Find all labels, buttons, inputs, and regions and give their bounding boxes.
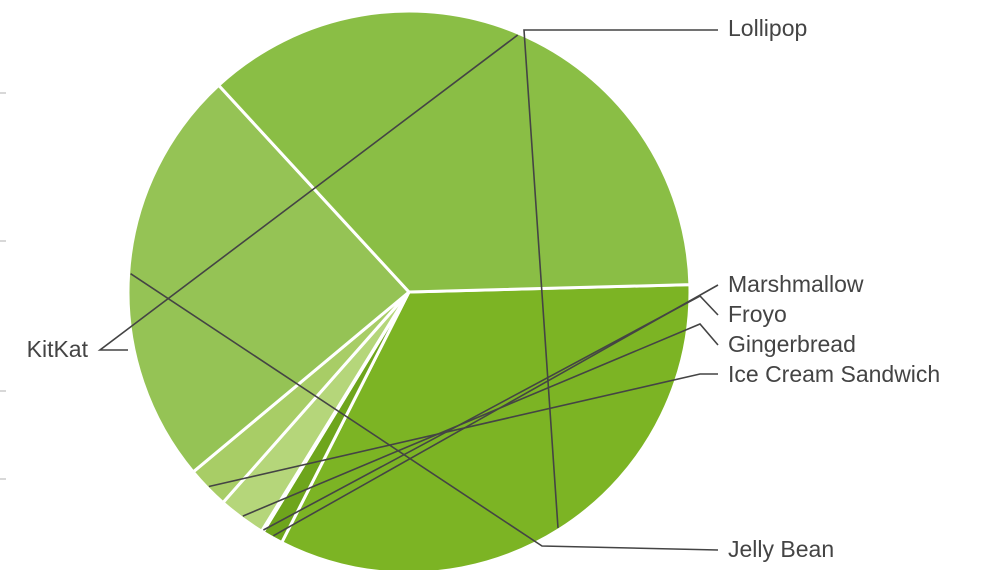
edge-tick-3 [0, 390, 6, 392]
leader-line-lollipop [523, 29, 718, 528]
leader-line-gingerbread [242, 323, 719, 517]
pie-slice-jelly-bean [126, 83, 411, 474]
slice-label-marshmallow: Marshmallow [728, 271, 864, 297]
slice-label-gingerbread: Gingerbread [728, 331, 856, 357]
slice-labels: Lollipop Marshmallow Froyo Gingerbread Ice C… [27, 15, 941, 562]
leader-lines [97, 29, 719, 551]
slice-label-jelly-bean: Jelly Bean [728, 536, 834, 562]
leader-line-kitkat [97, 34, 519, 351]
edge-tick-1 [0, 92, 6, 94]
slice-label-lollipop: Lollipop [728, 15, 807, 41]
slice-label-ice-cream-sandwich: Ice Cream Sandwich [728, 361, 940, 387]
leader-line-ice-cream-sandwich [208, 373, 718, 488]
leader-line-froyo [263, 295, 719, 531]
edge-tick-4 [0, 478, 6, 480]
leader-line-jelly-bean [130, 273, 719, 551]
slice-label-froyo: Froyo [728, 301, 787, 327]
slice-label-kitkat: KitKat [27, 336, 89, 362]
edge-tick-2 [0, 240, 6, 242]
pie-slice-kitkat [217, 9, 692, 294]
